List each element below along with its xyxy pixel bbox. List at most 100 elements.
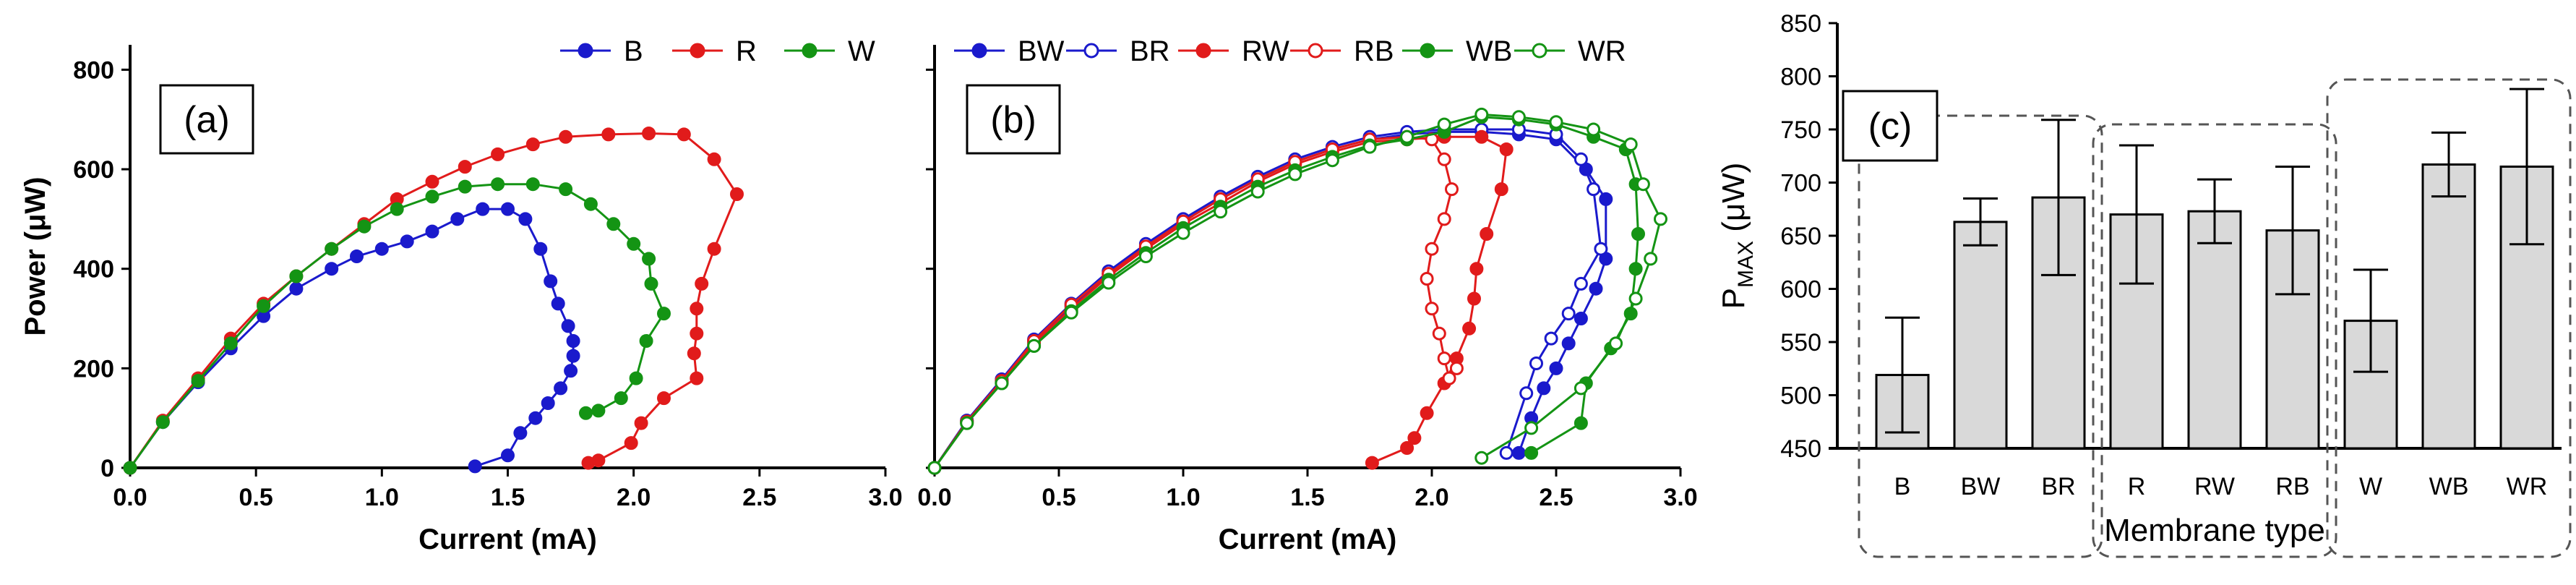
data-point-RW	[1494, 182, 1508, 197]
data-point-WR	[1362, 140, 1377, 154]
data-point-R	[707, 152, 721, 166]
y-tick-label: 800	[1780, 64, 1821, 91]
data-point-WB	[1573, 416, 1588, 430]
y-tick-label: 850	[1780, 10, 1821, 38]
y-tick-label: 450	[1780, 435, 1821, 463]
series-line-RW	[933, 135, 1508, 469]
legend-marker-BW	[971, 43, 987, 59]
data-point-BR	[1587, 182, 1601, 197]
data-point-W	[579, 406, 593, 420]
panel-label-box	[159, 84, 254, 155]
data-point-W	[491, 177, 505, 192]
data-point-RB	[1425, 242, 1439, 256]
data-point-B	[289, 281, 304, 296]
data-point-WR	[1644, 252, 1658, 266]
data-point-W	[425, 189, 439, 204]
legend-marker-WR	[1532, 43, 1547, 59]
data-point-WR	[1288, 167, 1302, 182]
y-tick-label: 500	[1780, 383, 1821, 410]
data-point-WR	[1524, 421, 1539, 435]
data-point-B	[518, 212, 533, 226]
x-axis-title: Current (mA)	[418, 524, 597, 555]
data-point-W	[458, 179, 472, 194]
data-point-W	[644, 276, 658, 291]
panel-c: 450 500 550 600 650 700 750 800 850 PMAX (μW) B BW B…	[1716, 10, 2572, 558]
data-point-BR	[1594, 242, 1608, 256]
data-point-BW	[1589, 281, 1603, 296]
data-point-BR	[1499, 445, 1514, 460]
data-point-B	[350, 249, 364, 263]
data-point-WR	[1511, 110, 1526, 124]
data-point-WB	[1628, 262, 1643, 276]
legend-label-WB: WB	[1466, 35, 1512, 67]
data-point-R	[730, 187, 744, 201]
y-axis-title: Power (μW)	[20, 176, 51, 336]
data-point-B	[513, 426, 528, 440]
data-point-WB	[1631, 227, 1645, 241]
data-point-B	[450, 212, 465, 226]
x-tick-label: 2.0	[617, 484, 651, 511]
data-point-W	[223, 336, 238, 351]
legend-marker-BR	[1083, 43, 1099, 59]
data-point-B	[566, 349, 580, 363]
legend-label-RW: RW	[1242, 35, 1289, 67]
x-tick-label-WB: WB	[2429, 473, 2469, 500]
data-point-R	[690, 302, 704, 316]
x-tick-label-R: R	[2128, 473, 2146, 500]
data-point-W	[614, 391, 628, 406]
data-point-W	[591, 403, 606, 418]
data-point-WR	[1474, 107, 1489, 121]
data-point-R	[425, 174, 439, 189]
data-point-BW	[1511, 445, 1526, 460]
legend-marker-WB	[1420, 43, 1435, 59]
bar-BW	[1953, 221, 2008, 450]
x-tick-label: 1.0	[365, 484, 399, 511]
data-point-RB	[1437, 212, 1451, 226]
data-point-R	[491, 147, 505, 161]
y-tick-label: 800	[73, 56, 114, 84]
data-point-BR	[1544, 331, 1558, 346]
group-box	[2326, 78, 2572, 558]
data-point-WR	[1437, 117, 1451, 132]
data-point-WR	[960, 416, 974, 430]
data-point-BW	[1561, 336, 1576, 351]
data-point-W	[123, 461, 137, 475]
y-tick-label: 200	[73, 355, 114, 383]
data-point-RW	[1407, 431, 1422, 445]
data-point-WR	[1628, 291, 1643, 306]
data-point-RW	[1499, 142, 1514, 156]
data-point-W	[289, 269, 304, 283]
group-box	[1858, 114, 2103, 558]
y-tick-label: 650	[1780, 223, 1821, 250]
data-point-W	[390, 202, 404, 216]
data-point-W	[639, 334, 653, 348]
data-point-R	[601, 127, 616, 142]
x-tick-label-BR: BR	[2041, 473, 2075, 500]
data-point-B	[561, 319, 575, 333]
data-point-W	[525, 177, 540, 192]
data-point-WR	[1325, 153, 1339, 168]
bar-WB	[2421, 163, 2476, 450]
data-point-BW	[1599, 192, 1613, 206]
data-point-B	[541, 396, 555, 410]
data-point-R	[634, 416, 648, 430]
data-point-RW	[1467, 291, 1481, 306]
data-point-R	[677, 127, 691, 142]
data-point-BR	[1529, 356, 1543, 370]
panel-label-box	[1842, 90, 1939, 162]
x-tick-label-WR: WR	[2507, 473, 2548, 500]
series-line-W	[129, 183, 666, 469]
data-point-WR	[1636, 177, 1650, 192]
data-point-RB	[1437, 351, 1451, 366]
data-point-B	[501, 202, 515, 216]
data-point-B	[551, 296, 565, 311]
x-tick-label: 2.5	[1539, 484, 1573, 511]
legend-label-RB: RB	[1354, 35, 1394, 67]
data-point-W	[257, 299, 271, 313]
data-point-R	[581, 456, 596, 470]
series-line-BR	[933, 128, 1602, 469]
data-point-WR	[1027, 338, 1042, 353]
data-point-BR	[1561, 307, 1576, 321]
data-point-W	[191, 374, 205, 388]
